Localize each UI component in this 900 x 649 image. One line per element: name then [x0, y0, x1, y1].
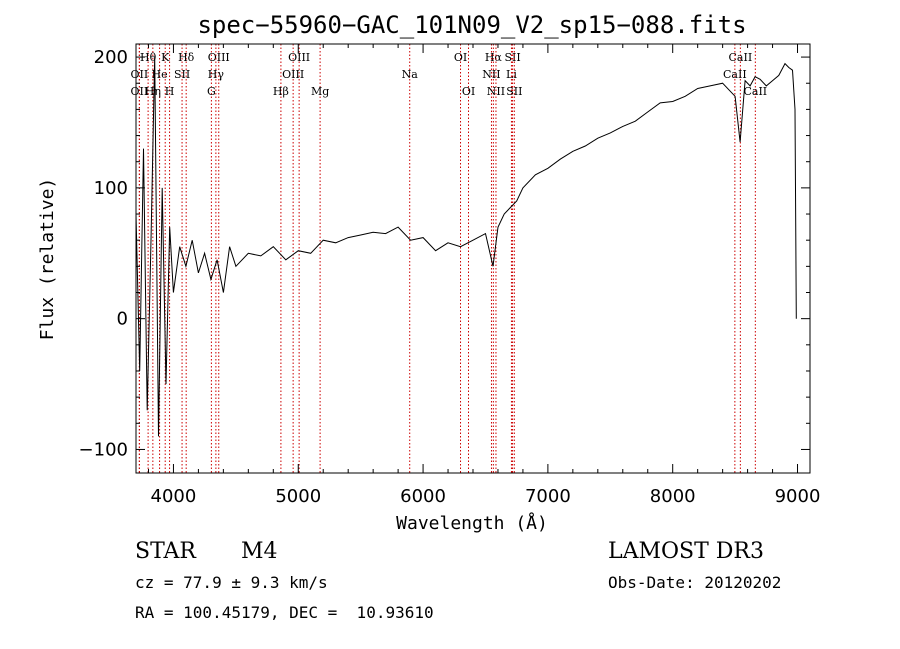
sky-coordinates: RA = 100.45179, DEC = 10.93610 — [135, 603, 434, 622]
line-marker-label: CaII — [743, 85, 767, 98]
line-marker-label: He — [152, 68, 168, 81]
y-axis-label: Flux (relative) — [37, 178, 58, 341]
line-marker-label: Li — [506, 68, 517, 81]
line-marker-label: NII — [482, 68, 500, 81]
redshift-velocity: cz = 77.9 ± 9.3 km/s — [135, 573, 328, 592]
x-tick-label: 8000 — [650, 486, 696, 507]
survey-name: LAMOST DR3 — [608, 539, 764, 564]
line-marker-label: Hδ — [178, 51, 195, 64]
y-tick-label: −100 — [79, 439, 128, 460]
plot-frame — [135, 43, 811, 474]
x-axis-label: Wavelength (Å) — [396, 512, 548, 534]
line-marker-label: OI — [462, 85, 475, 98]
line-marker-label: Hα — [485, 51, 503, 64]
line-marker-label: K — [161, 51, 170, 64]
x-tick-label: 6000 — [400, 486, 446, 507]
line-marker-label: G — [207, 85, 216, 98]
spectrum-line — [135, 57, 797, 437]
line-marker-label: Hβ — [273, 85, 289, 98]
line-marker-label: NII — [487, 85, 505, 98]
line-marker-label: SII — [174, 68, 190, 81]
line-marker-label: OI — [454, 51, 467, 64]
line-marker-label: SII — [504, 51, 520, 64]
x-tick-label: 9000 — [775, 486, 821, 507]
object-type: STAR — [135, 539, 196, 564]
line-marker-label: OII — [131, 85, 149, 98]
object-subclass: M4 — [241, 539, 278, 564]
x-tick-label: 4000 — [151, 486, 197, 507]
y-axis-ticks: −100 0 100 200 — [79, 47, 810, 460]
line-marker-label: CaII — [723, 68, 747, 81]
spectrum-series — [135, 57, 797, 437]
y-tick-label: 0 — [117, 309, 128, 330]
line-marker-label: Na — [402, 68, 419, 81]
y-tick-label: 200 — [94, 47, 128, 68]
line-marker-label: SII — [506, 85, 522, 98]
x-axis-ticks: 4000 5000 6000 7000 8000 9000 — [147, 44, 821, 507]
line-marker-label: H — [165, 85, 175, 98]
x-tick-label: 5000 — [275, 486, 321, 507]
chart-title: spec−55960−GAC_101N09_V2_sp15−088.fits — [197, 11, 746, 39]
line-marker-label: CaII — [729, 51, 753, 64]
line-marker-label: OIII — [208, 51, 230, 64]
line-marker-label: Hθ — [140, 51, 157, 64]
line-marker-label: Mg — [311, 85, 329, 98]
x-tick-label: 7000 — [525, 486, 571, 507]
line-marker-label: OIII — [288, 51, 310, 64]
line-marker-label: OIII — [282, 68, 304, 81]
line-marker-label: Hγ — [208, 68, 225, 81]
line-marker-label: OII — [131, 68, 149, 81]
observation-date: Obs-Date: 20120202 — [608, 573, 782, 592]
line-marker-label: Hη — [145, 85, 161, 98]
y-tick-label: 100 — [94, 178, 128, 199]
